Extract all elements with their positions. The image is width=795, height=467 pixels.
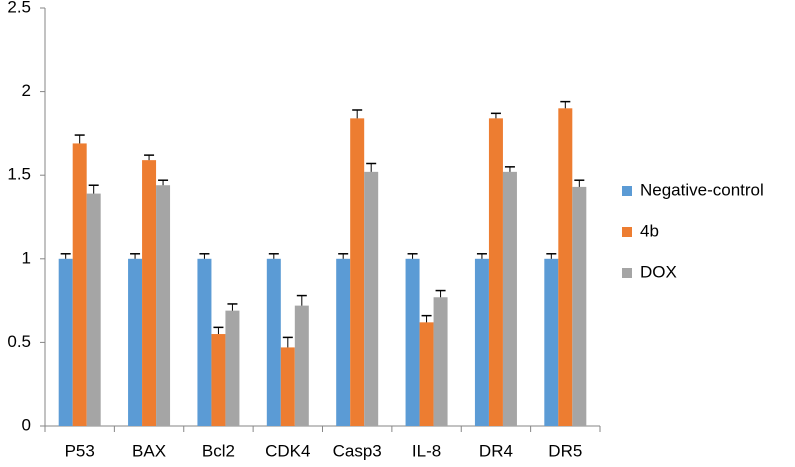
bar xyxy=(419,322,434,426)
legend-swatch xyxy=(622,186,632,196)
x-tick-label: DR5 xyxy=(548,441,582,460)
bar xyxy=(336,258,351,426)
bar xyxy=(128,258,143,426)
bar xyxy=(350,118,365,427)
x-tick-label: IL-8 xyxy=(412,441,441,460)
legend-label: Negative-control xyxy=(640,180,764,199)
x-tick-label: P53 xyxy=(65,441,95,460)
bar xyxy=(488,118,503,427)
bar xyxy=(197,258,212,426)
legend-swatch xyxy=(622,268,632,278)
x-tick-label: Bcl2 xyxy=(202,441,235,460)
bar xyxy=(364,171,379,426)
bar xyxy=(544,258,559,426)
x-tick-label: Casp3 xyxy=(333,441,382,460)
legend-swatch xyxy=(622,227,632,237)
bar xyxy=(558,108,573,426)
bar xyxy=(225,310,240,426)
y-tick-label: 1.5 xyxy=(7,165,31,184)
y-tick-label: 0.5 xyxy=(7,332,31,351)
bar xyxy=(572,186,587,426)
x-tick-label: CDK4 xyxy=(265,441,310,460)
legend-label: 4b xyxy=(640,221,659,240)
bar xyxy=(405,258,420,426)
x-tick-label: BAX xyxy=(132,441,166,460)
bar xyxy=(142,160,157,427)
bar xyxy=(58,258,73,426)
bar xyxy=(266,258,281,426)
bar xyxy=(280,347,295,426)
y-tick-label: 1 xyxy=(22,248,31,267)
y-tick-label: 0 xyxy=(22,415,31,434)
y-tick-label: 2.5 xyxy=(7,0,31,16)
legend-label: DOX xyxy=(640,262,677,281)
bar xyxy=(294,305,309,426)
bar xyxy=(211,334,226,426)
bar xyxy=(474,258,489,426)
bar xyxy=(433,297,448,426)
bar xyxy=(72,143,87,426)
bar xyxy=(156,185,171,426)
bar xyxy=(86,193,101,426)
x-tick-label: DR4 xyxy=(479,441,513,460)
y-tick-label: 2 xyxy=(22,81,31,100)
bar xyxy=(502,171,517,426)
